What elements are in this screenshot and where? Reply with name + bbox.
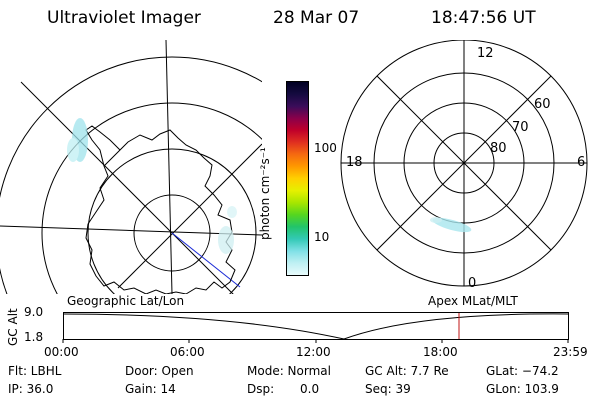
orbit-plot-frame <box>63 312 569 340</box>
colorbar-tick-10: 10 <box>314 230 330 244</box>
orbit-xtick-label: 23:59 <box>553 345 588 359</box>
orbit-altitude-plot <box>62 312 569 343</box>
mlt-label-18: 18 <box>346 155 363 170</box>
mlt-polar-plot <box>340 40 588 287</box>
colorbar-gradient <box>287 82 308 275</box>
meridian-line <box>165 40 173 294</box>
lat-circle-mid <box>87 148 257 294</box>
aurora-patch <box>227 206 237 218</box>
colorbar-tick-100: 100 <box>314 141 337 155</box>
info-filter: Flt: LBHL <box>8 364 62 378</box>
info-door: Door: Open <box>125 364 194 378</box>
meridian-line <box>0 225 262 236</box>
mlt-label-6: 6 <box>577 155 586 170</box>
info-glon: GLon: 103.9 <box>486 382 559 396</box>
peninsula-outline <box>85 125 121 167</box>
aurora-oval-patch <box>432 217 472 233</box>
aurora-patch <box>218 226 234 254</box>
aurora-patch <box>67 138 79 162</box>
orbit-ytick-low: 1.8 <box>24 330 44 344</box>
orbit-altitude-curve <box>62 313 569 340</box>
orbit-xtick-label: 06:00 <box>170 345 205 359</box>
colorbar <box>286 81 309 276</box>
info-gain: Gain: 14 <box>125 382 176 396</box>
info-seq: Seq: 39 <box>365 382 411 396</box>
lat-circle-outer <box>41 102 262 294</box>
instrument-title: Ultraviolet Imager <box>47 8 201 28</box>
mlt-label-12: 12 <box>477 46 494 61</box>
mlat-label-70: 70 <box>512 120 529 135</box>
aurora-oval-patch <box>430 217 442 223</box>
orbit-xtick-label: 12:00 <box>296 345 331 359</box>
colorbar-unit-label: photon cm⁻²s⁻¹ <box>258 147 272 240</box>
orbit-ylabel: GC Alt <box>6 308 20 346</box>
geographic-map <box>0 40 262 294</box>
info-dsp-label: Dsp: <box>247 382 275 396</box>
orbit-xtick-label: 18:00 <box>423 345 458 359</box>
geographic-map-label: Geographic Lat/Lon <box>67 294 185 308</box>
mlat-label-80: 80 <box>490 141 507 156</box>
meridian-line <box>117 143 262 289</box>
mlt-diagonal <box>376 75 552 251</box>
orbit-xtick-label: 00:00 <box>44 345 79 359</box>
orbit-track <box>171 232 241 288</box>
orbit-ytick-high: 9.0 <box>24 305 44 319</box>
date-label: 28 Mar 07 <box>273 8 360 28</box>
meridian-line <box>20 81 234 294</box>
info-gc-alt: GC Alt: 7.7 Re <box>365 364 449 378</box>
lat-circle-edge <box>0 56 262 294</box>
info-mode: Mode: Normal <box>247 364 331 378</box>
continent-outline <box>85 129 236 294</box>
info-glat: GLat: −74.2 <box>486 364 559 378</box>
apex-map-label: Apex MLat/MLT <box>428 294 518 308</box>
mlt-label-0: 0 <box>468 276 477 291</box>
mlat-label-60: 60 <box>534 97 551 112</box>
info-dsp-value: 0.0 <box>300 382 320 396</box>
time-label: 18:47:56 UT <box>431 8 536 28</box>
info-ip: IP: 36.0 <box>8 382 54 396</box>
